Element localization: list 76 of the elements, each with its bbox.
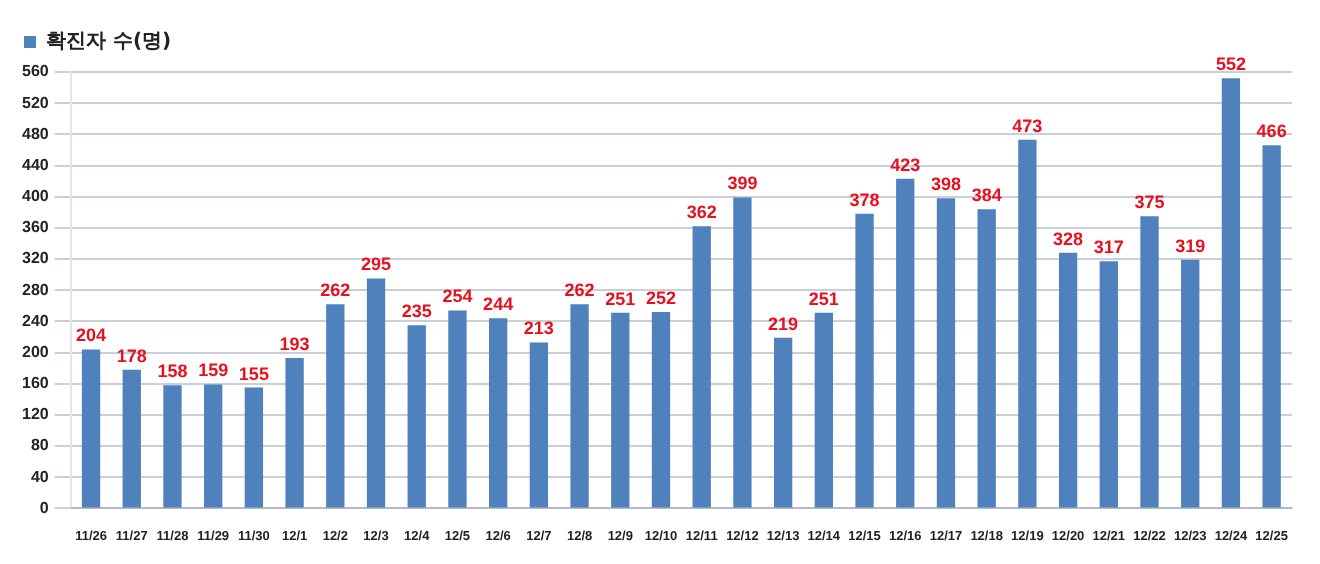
y-tick-label: 440: [21, 155, 50, 174]
data-label: 193: [279, 333, 310, 354]
bar: [163, 385, 182, 508]
data-label: 399: [727, 173, 758, 194]
bar: [896, 178, 915, 508]
data-label: 552: [1215, 54, 1246, 75]
data-label: 244: [483, 294, 514, 315]
data-label: 295: [360, 254, 392, 275]
data-label: 328: [1053, 228, 1084, 249]
bar: [244, 387, 264, 508]
y-tick-label: 40: [30, 467, 50, 486]
bar: [204, 384, 223, 508]
data-label: 251: [808, 288, 839, 309]
y-tick-label: 520: [21, 93, 50, 112]
y-tick-label: 320: [21, 249, 50, 268]
bar: [326, 304, 345, 508]
bar: [1221, 78, 1241, 508]
data-label: 252: [645, 287, 677, 308]
bar: [855, 213, 874, 508]
data-label: 423: [890, 154, 921, 175]
y-tick-label: 560: [21, 62, 50, 81]
data-label: 319: [1175, 235, 1206, 256]
data-label: 262: [320, 280, 351, 301]
y-tick-label: 80: [30, 436, 50, 455]
data-label: 362: [686, 202, 717, 223]
data-label: 254: [442, 286, 473, 307]
y-tick-label: 400: [21, 187, 50, 206]
bar: [733, 197, 752, 508]
bar: [1018, 139, 1037, 508]
bar: [488, 318, 508, 508]
y-tick-label: 480: [21, 124, 50, 143]
data-label: 378: [849, 189, 880, 210]
data-label: 317: [1093, 237, 1124, 258]
bar: [285, 358, 304, 508]
bar: [1099, 261, 1118, 508]
bar: [692, 226, 711, 508]
y-tick-label: 200: [21, 342, 50, 361]
data-label: 235: [401, 301, 432, 322]
data-label: 384: [971, 185, 1002, 206]
data-label: 375: [1134, 192, 1165, 213]
bar: [651, 312, 671, 508]
data-label: 473: [1012, 115, 1043, 136]
bar: [1140, 216, 1159, 508]
bar: [1058, 252, 1078, 508]
data-label: 398: [930, 174, 961, 195]
bar: [122, 369, 141, 508]
data-label: 251: [605, 288, 636, 309]
y-tick-label: 240: [21, 311, 50, 330]
data-label: 262: [564, 280, 595, 301]
bar: [407, 325, 426, 508]
data-label: 466: [1256, 121, 1287, 142]
data-label: 204: [76, 325, 107, 346]
bar: [366, 278, 386, 508]
bar: [773, 337, 793, 508]
data-label: 159: [198, 360, 229, 381]
bar: [977, 209, 996, 508]
bar: [81, 349, 101, 508]
data-label: 158: [157, 361, 188, 382]
y-tick-label: 360: [21, 218, 50, 237]
y-tick-label: 0: [39, 498, 50, 517]
bar: [448, 310, 467, 508]
bar: [936, 198, 956, 508]
y-tick-label: 280: [21, 280, 50, 299]
data-label: 213: [523, 318, 554, 339]
data-label: 155: [238, 363, 269, 384]
bar: [611, 312, 630, 508]
data-label: 178: [116, 345, 147, 366]
y-tick-label: 160: [21, 374, 50, 393]
bar: [570, 304, 589, 508]
bar: [814, 312, 833, 508]
y-tick-label: 120: [21, 405, 50, 424]
data-label: 219: [768, 313, 799, 334]
bar: [1181, 259, 1200, 508]
bar: [1262, 145, 1281, 508]
bar: [529, 342, 549, 508]
legend-label: 확진자 수(명): [46, 31, 172, 54]
